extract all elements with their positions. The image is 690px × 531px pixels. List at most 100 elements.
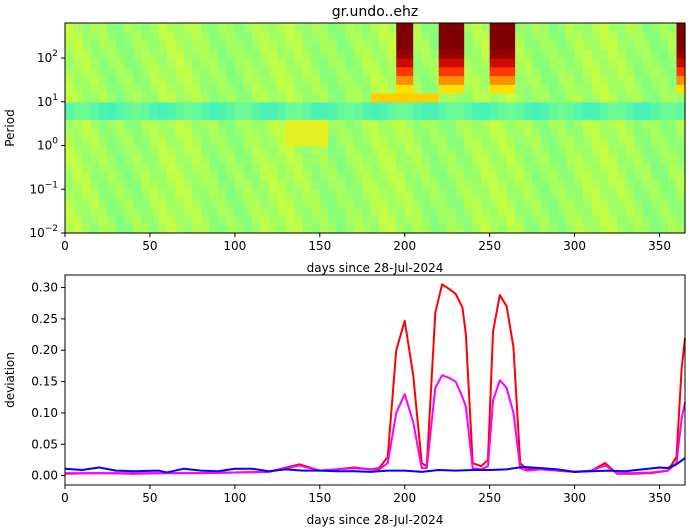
heatmap-cell: [523, 119, 533, 129]
heatmap-cell: [600, 128, 610, 138]
heatmap-cell: [209, 180, 219, 190]
heatmap-cell: [413, 110, 423, 120]
heatmap-cell: [65, 145, 75, 155]
heatmap-cell: [260, 198, 270, 208]
heatmap-cell: [226, 154, 236, 164]
heatmap-cell: [583, 198, 593, 208]
heatmap-cell: [421, 110, 431, 120]
heatmap-cell: [515, 101, 525, 112]
heatmap-cell: [81, 145, 92, 155]
heatmap-cell: [345, 163, 355, 173]
heatmap-cell: [591, 40, 601, 50]
heatmap-cell: [523, 154, 533, 164]
heatmap-cell: [294, 206, 304, 217]
heatmap-cell: [396, 136, 406, 147]
heatmap-cell: [387, 189, 397, 199]
heatmap-cell: [158, 154, 168, 164]
heatmap-cell: [668, 224, 678, 234]
heatmap-cell: [498, 49, 508, 59]
heatmap-cell: [209, 58, 219, 68]
heatmap-cell: [506, 128, 516, 138]
heatmap-cell: [251, 136, 261, 147]
heatmap-cell: [532, 206, 542, 217]
heatmap-cell: [379, 66, 389, 77]
heatmap-cell: [464, 40, 474, 50]
heatmap-cell: [209, 93, 219, 103]
heatmap-cell: [625, 171, 635, 182]
heatmap-cell: [659, 31, 669, 42]
heatmap-cell: [362, 119, 372, 129]
heatmap-cell: [328, 189, 338, 199]
heatmap-cell: [566, 23, 576, 33]
heatmap-cell: [387, 66, 397, 77]
heatmap-cell: [625, 31, 635, 42]
heatmap-cell: [438, 84, 448, 94]
heatmap-cell: [455, 23, 465, 33]
heatmap-cell: [166, 66, 177, 77]
heatmap-cell: [447, 31, 457, 42]
heatmap-cell: [396, 154, 406, 164]
heatmap-cell: [574, 49, 584, 59]
heatmap-cell: [625, 136, 635, 147]
heatmap-cell: [260, 215, 270, 225]
heatmap-cell: [489, 31, 499, 42]
heatmap-cell: [523, 224, 533, 234]
heatmap-cell: [294, 171, 304, 182]
heatmap-cell: [132, 40, 143, 50]
heatmap-cell: [396, 58, 406, 68]
heatmap-cell: [396, 23, 406, 33]
heatmap-cell: [472, 189, 482, 199]
heatmap-cell: [430, 224, 440, 234]
heatmap-cell: [107, 75, 117, 85]
heatmap-cell: [345, 40, 355, 50]
heatmap-cell: [455, 58, 465, 68]
line-y-tick-label: 0.30: [31, 281, 58, 295]
heatmap-cell: [166, 180, 177, 190]
heatmap-cell: [659, 110, 669, 120]
heatmap-cell: [489, 136, 499, 147]
heatmap-cell: [124, 163, 134, 173]
heatmap-cell: [617, 119, 627, 129]
heatmap-cell: [481, 66, 491, 77]
heatmap-cell: [472, 49, 482, 59]
heatmap-cell: [336, 40, 346, 50]
line-y-tick-label: 0.10: [31, 406, 58, 420]
heatmap-cell: [319, 58, 329, 68]
heatmap-cell: [481, 198, 491, 208]
heatmap-cell: [302, 180, 312, 190]
heatmap-cell: [557, 206, 567, 217]
heatmap-cell: [472, 101, 482, 112]
heatmap-cell: [65, 58, 75, 68]
heatmap-cell: [540, 171, 550, 182]
heatmap-cell: [600, 23, 610, 33]
heatmap-cell: [362, 136, 372, 147]
heatmap-cell: [353, 198, 363, 208]
heatmap-cell: [642, 224, 652, 234]
heatmap-cell: [651, 154, 661, 164]
heatmap-cell: [634, 224, 644, 234]
heatmap-cell: [302, 49, 312, 59]
heatmap-cell: [515, 40, 525, 50]
heatmap-cell: [268, 84, 278, 94]
heatmap-cell: [285, 40, 295, 50]
heatmap-cell: [209, 145, 219, 155]
heatmap-cell: [90, 154, 100, 164]
heatmap-cell: [319, 110, 329, 120]
heatmap-cell: [634, 128, 644, 138]
heatmap-cell: [115, 23, 126, 33]
heatmap-cell: [566, 136, 576, 147]
heatmap-cell: [498, 23, 508, 33]
heatmap-cell: [600, 93, 610, 103]
heatmap-cell: [149, 224, 160, 234]
heatmap-cell: [277, 171, 287, 182]
heatmap-cell: [277, 66, 287, 77]
heatmap-cell: [591, 206, 601, 217]
heatmap-cell: [430, 154, 440, 164]
heatmap-cell: [430, 206, 440, 217]
heatmap-cell: [98, 119, 109, 129]
heatmap-cell: [192, 136, 202, 147]
heatmap-cell: [498, 163, 508, 173]
heatmap-cell: [217, 136, 227, 147]
heatmap-cell: [141, 136, 151, 147]
heatmap-cell: [651, 198, 661, 208]
